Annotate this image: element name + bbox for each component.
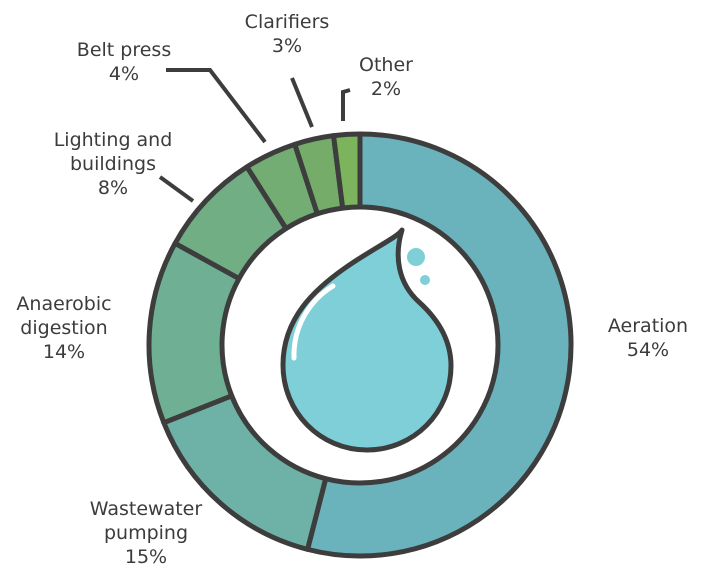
label-value: 2%	[371, 78, 401, 100]
water-bubble-small	[420, 275, 430, 285]
label-name: Other	[359, 54, 413, 76]
water-drop-icon	[280, 227, 454, 453]
water-bubble-large	[407, 248, 425, 266]
label-value: 15%	[125, 546, 167, 568]
label-value: 54%	[627, 339, 669, 361]
label-clarifiers: Clarifiers 3%	[245, 11, 330, 57]
label-name: Anaerobic	[16, 293, 111, 315]
label-lighting-and-buildings: Lighting and buildings 8%	[54, 129, 173, 199]
label-value: 3%	[272, 35, 302, 57]
label-belt-press: Belt press 4%	[77, 39, 171, 85]
label-name: buildings	[70, 153, 156, 175]
water-drop-highlight	[291, 283, 336, 361]
slice-aeration	[305, 131, 574, 559]
leader-lines	[158, 68, 351, 203]
label-name: Belt press	[77, 39, 171, 61]
label-name: Clarifiers	[245, 11, 330, 33]
label-name: pumping	[104, 522, 188, 544]
label-other: Other 2%	[359, 54, 413, 100]
leader-line-belt-press	[166, 68, 267, 144]
leader-line-lighting-and-buildings	[158, 175, 195, 203]
leader-line-clarifiers	[290, 77, 314, 128]
label-name: Lighting and	[54, 129, 173, 151]
leader-line-other	[341, 88, 351, 121]
label-name: Aeration	[608, 315, 688, 337]
label-value: 4%	[109, 63, 139, 85]
slice-other	[331, 131, 363, 211]
water-drop-body	[280, 227, 454, 453]
label-aeration: Aeration 54%	[608, 315, 688, 361]
donut-slices	[146, 131, 574, 559]
slice-labels: Aeration 54% Wastewater pumping 15% Anaerobic…	[16, 11, 688, 568]
label-anaerobic-digestion: Anaerobic digestion 14%	[16, 293, 111, 363]
label-value: 8%	[98, 177, 128, 199]
label-name: Wastewater	[90, 498, 203, 520]
label-wastewater-pumping: Wastewater pumping 15%	[90, 498, 203, 568]
label-name: digestion	[20, 317, 107, 339]
label-value: 14%	[43, 341, 85, 363]
